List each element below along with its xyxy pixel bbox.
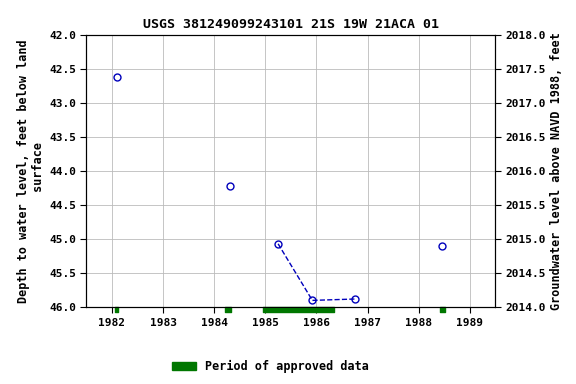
- Y-axis label: Groundwater level above NAVD 1988, feet: Groundwater level above NAVD 1988, feet: [551, 32, 563, 310]
- Legend: Period of approved data: Period of approved data: [167, 355, 374, 377]
- Y-axis label: Depth to water level, feet below land
 surface: Depth to water level, feet below land su…: [17, 39, 45, 303]
- Title: USGS 381249099243101 21S 19W 21ACA 01: USGS 381249099243101 21S 19W 21ACA 01: [143, 18, 439, 31]
